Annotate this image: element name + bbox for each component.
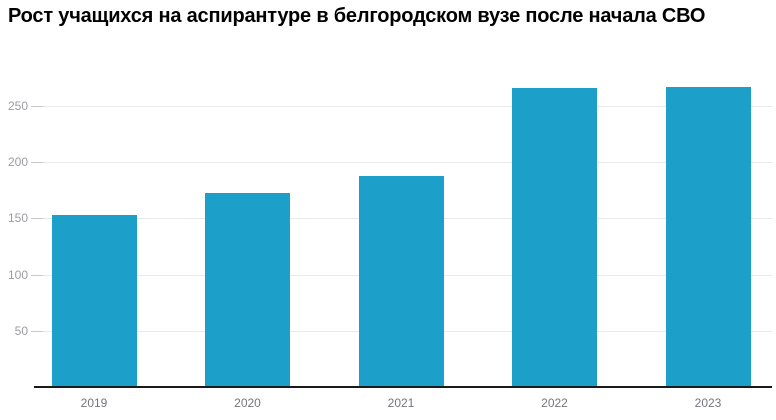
y-axis-tick-250 bbox=[31, 106, 43, 107]
x-axis-label-2022: 2022 bbox=[541, 396, 568, 410]
chart-title: Рост учащихся на аспирантуре в белгородс… bbox=[8, 5, 706, 27]
y-axis-tick-50 bbox=[31, 330, 43, 332]
gridline-200 bbox=[34, 162, 772, 164]
y-axis-label-150: 150 bbox=[7, 211, 28, 226]
y-axis-label-250: 250 bbox=[7, 99, 28, 113]
x-axis-label-2020: 2020 bbox=[234, 396, 261, 410]
y-axis-tick-200 bbox=[31, 162, 43, 164]
bar-2019 bbox=[51, 215, 137, 387]
bar-2023 bbox=[665, 86, 751, 387]
bar-2021 bbox=[358, 175, 444, 387]
x-axis-label-2019: 2019 bbox=[80, 396, 108, 410]
plot-area bbox=[34, 86, 772, 387]
gridline-250 bbox=[34, 106, 772, 107]
bar-2022 bbox=[512, 88, 597, 387]
y-axis-tick-150 bbox=[31, 218, 43, 220]
y-axis-label-50: 50 bbox=[14, 323, 28, 338]
y-axis-tick-100 bbox=[31, 274, 43, 276]
x-axis-line bbox=[34, 386, 772, 388]
y-axis-label-100: 100 bbox=[7, 267, 28, 282]
x-axis-label-2023: 2023 bbox=[694, 396, 722, 410]
x-axis-label-2021: 2021 bbox=[387, 396, 415, 410]
bar-2020 bbox=[205, 192, 290, 387]
y-axis-label-200: 200 bbox=[7, 155, 28, 170]
